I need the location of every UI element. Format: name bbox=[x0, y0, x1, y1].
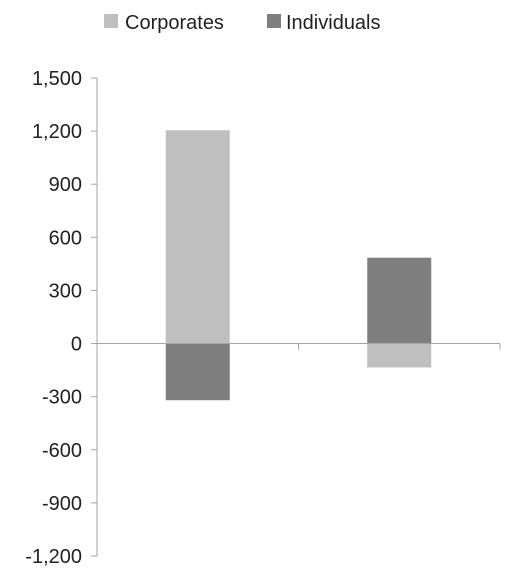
y-tick-label: 0 bbox=[71, 334, 82, 356]
y-tick-label: -600 bbox=[42, 440, 82, 462]
legend: Corporates Individuals bbox=[104, 12, 381, 34]
bar-corporates-1 bbox=[165, 130, 230, 344]
y-tick-label: 900 bbox=[49, 174, 82, 196]
bar-individuals-1 bbox=[165, 343, 230, 401]
bar-individuals-2 bbox=[367, 257, 432, 344]
legend-label-corporates: Corporates bbox=[125, 12, 224, 34]
legend-label-individuals: Individuals bbox=[286, 12, 381, 34]
bars bbox=[165, 130, 432, 401]
y-tick-label: 1,200 bbox=[32, 121, 82, 143]
y-tick-label: -1,200 bbox=[25, 546, 82, 568]
y-tick-label: 600 bbox=[49, 227, 82, 249]
x-axis bbox=[97, 343, 501, 350]
y-axis: 1,500 1,200 900 600 300 0 -300 -600 -900 -1,200 bbox=[25, 68, 98, 568]
y-tick-label: 1,500 bbox=[32, 68, 82, 90]
y-tick-label: -900 bbox=[42, 493, 82, 515]
y-tick-label: 300 bbox=[49, 280, 82, 302]
legend-swatch-corporates bbox=[104, 14, 118, 28]
legend-swatch-individuals bbox=[267, 14, 281, 28]
bar-corporates-2 bbox=[367, 343, 432, 368]
y-tick-label: -300 bbox=[42, 387, 82, 409]
